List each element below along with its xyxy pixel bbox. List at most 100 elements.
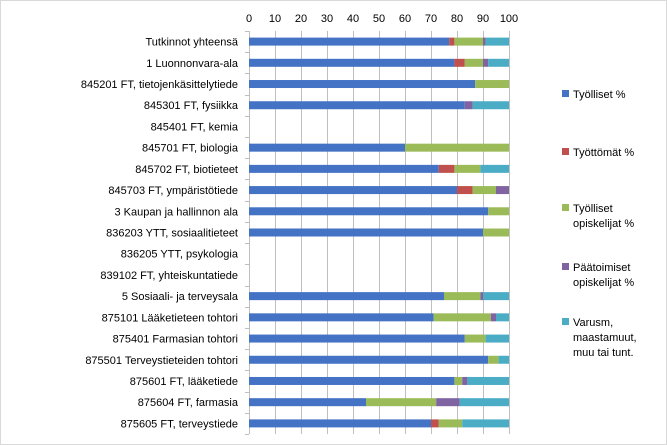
x-tick-label: 50 xyxy=(373,13,385,25)
bar-segment xyxy=(496,313,509,322)
bar-segment xyxy=(498,355,509,364)
bar-segment xyxy=(459,398,509,407)
category-label: 875605 FT, terveystiede xyxy=(121,418,238,430)
legend-label: opiskelijat % xyxy=(573,218,634,230)
bar-segment xyxy=(480,164,509,173)
bar-segment xyxy=(462,419,509,428)
bar-segment xyxy=(249,334,465,343)
bar-segment xyxy=(454,376,463,385)
bar-segment xyxy=(249,228,483,237)
legend-swatch xyxy=(562,263,569,270)
bar-segment xyxy=(454,37,483,46)
category-label: 5 Sosiaali- ja terveysala xyxy=(122,291,239,303)
bar-segment xyxy=(431,419,439,428)
category-label: 875604 FT, farmasia xyxy=(138,397,239,409)
bar-segment xyxy=(249,186,457,195)
legend-label: maastamuut, xyxy=(573,332,637,344)
bar-segment xyxy=(485,334,509,343)
x-tick-label: 10 xyxy=(269,13,281,25)
bar-segment xyxy=(480,292,483,301)
x-tick-label: 20 xyxy=(295,13,307,25)
x-tick-label: 0 xyxy=(246,13,252,25)
category-label: 845301 FT, fysiikka xyxy=(144,100,239,112)
bar-segment xyxy=(249,101,465,110)
category-label: 836203 YTT, sosiaalitieteet xyxy=(106,228,238,240)
legend-label: opiskelijat % xyxy=(573,277,634,289)
bar-segment xyxy=(249,419,431,428)
bar-segment xyxy=(475,80,509,89)
x-tick-label: 90 xyxy=(477,13,489,25)
bar-segment xyxy=(467,376,509,385)
bar-segment xyxy=(405,143,509,152)
bar-segment xyxy=(438,164,455,173)
bar-segment xyxy=(464,334,486,343)
bar-segment xyxy=(438,419,463,428)
legend-swatch xyxy=(562,90,569,97)
category-label: Tutkinnot yhteensä xyxy=(145,37,238,49)
category-label: 845703 FT, ympäristötiede xyxy=(108,185,238,197)
x-tick-label: 60 xyxy=(399,13,411,25)
x-tick-label: 100 xyxy=(500,13,518,25)
bar-segment xyxy=(483,292,509,301)
bar-segment xyxy=(488,58,509,67)
bar-segment xyxy=(472,186,496,195)
bar-segment xyxy=(488,207,509,216)
bar-segment xyxy=(249,37,450,46)
bar-segment xyxy=(366,398,437,407)
legend-label: Päätoimiset xyxy=(573,262,630,274)
bar-segment xyxy=(433,313,491,322)
x-tick-label: 80 xyxy=(451,13,463,25)
bar-segment xyxy=(249,164,439,173)
bar-segment xyxy=(454,58,465,67)
category-label: 845201 FT, tietojenkäsittelytiede xyxy=(81,79,238,91)
x-axis-ticks: 0 10 20 30 40 50 60 70 80 90 100 xyxy=(246,13,518,25)
category-label: 845401 FT, kemia xyxy=(151,121,239,133)
bar-segment xyxy=(490,313,496,322)
category-label: 1 Luonnonvara-ala xyxy=(146,58,239,70)
category-labels: Tutkinnot yhteensä 1 Luonnonvara-ala 84520… xyxy=(81,37,239,431)
legend: Työlliset % Työttömät % Työlliset opiskelij… xyxy=(562,89,637,359)
x-tick-label: 40 xyxy=(347,13,359,25)
category-label: 875501 Terveystieteiden tohtori xyxy=(85,355,238,367)
bar-segment xyxy=(464,58,483,67)
bar-segment xyxy=(249,207,489,216)
category-label: 875101 Lääketieteen tohtori xyxy=(102,312,238,324)
category-label: 875401 Farmasian tohtori xyxy=(113,334,238,346)
legend-swatch xyxy=(562,318,569,325)
bar-segment xyxy=(249,313,434,322)
bar-segment xyxy=(464,101,473,110)
legend-label: Työlliset xyxy=(573,203,613,215)
bar-segment xyxy=(483,228,509,237)
bar-segment xyxy=(496,186,509,195)
legend-swatch xyxy=(562,148,569,155)
category-label: 845701 FT, biologia xyxy=(142,143,239,155)
bar-segment xyxy=(249,355,489,364)
x-tick-label: 70 xyxy=(425,13,437,25)
bar-segment xyxy=(249,398,366,407)
bar-segment xyxy=(462,376,468,385)
bar-segment xyxy=(472,101,509,110)
legend-label: muu tai tunt. xyxy=(573,347,634,359)
bar-segment xyxy=(483,58,489,67)
legend-label: Varusm, xyxy=(573,317,613,329)
legend-label: Työlliset % xyxy=(573,89,626,101)
legend-swatch xyxy=(562,204,569,211)
bar-segment xyxy=(249,80,476,89)
bar-segment xyxy=(488,355,499,364)
category-label: 875601 FT, lääketiede xyxy=(130,376,238,388)
bars xyxy=(249,37,509,428)
x-tick-label: 30 xyxy=(321,13,333,25)
category-label: 836205 YTT, psykologia xyxy=(121,249,239,261)
bar-segment xyxy=(449,37,455,46)
bar-segment xyxy=(249,376,455,385)
bar-segment xyxy=(249,292,444,301)
bar-segment xyxy=(457,186,473,195)
category-label: 845702 FT, biotieteet xyxy=(135,164,238,176)
legend-label: Työttömät % xyxy=(573,147,634,159)
bar-segment xyxy=(454,164,481,173)
bar-segment xyxy=(444,292,481,301)
bar-segment xyxy=(249,143,405,152)
bar-segment xyxy=(485,37,509,46)
